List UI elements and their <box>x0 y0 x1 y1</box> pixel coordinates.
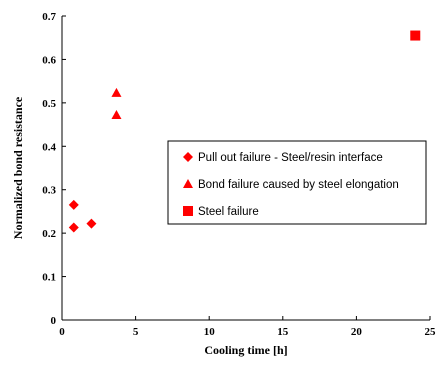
x-tick-label: 20 <box>351 326 363 338</box>
legend: Pull out failure - Steel/resin interface… <box>167 140 427 225</box>
legend-label: Pull out failure - Steel/resin interface <box>198 152 383 164</box>
x-tick-label: 25 <box>425 326 437 338</box>
y-tick-label: 0.7 <box>42 11 56 23</box>
y-tick-label: 0.3 <box>42 185 56 197</box>
y-tick-label: 0.4 <box>42 141 56 153</box>
legend-marker-triangle <box>183 179 193 188</box>
legend-marker-square <box>183 206 193 216</box>
y-tick-label: 0.2 <box>42 228 56 240</box>
y-tick-label: 0.6 <box>42 54 56 66</box>
data-point-square <box>410 30 421 41</box>
y-axis-title: Normalized bond resistance <box>11 96 25 239</box>
y-tick-label: 0 <box>51 315 57 327</box>
y-tick-label: 0.1 <box>42 272 56 284</box>
x-tick-label: 10 <box>204 326 216 338</box>
data-marks <box>68 30 421 233</box>
x-tick-label: 15 <box>277 326 289 338</box>
data-point-triangle <box>111 87 122 97</box>
x-tick-label: 5 <box>133 326 139 338</box>
y-tick-label: 0.5 <box>42 98 56 110</box>
axes: 0 0.1 0.2 0.3 0.4 0.5 0.6 0.7 0 5 10 15 20 25 <box>42 11 436 338</box>
x-axis-title: Cooling time [h] <box>204 343 287 357</box>
data-point-diamond <box>68 199 79 210</box>
data-point-diamond <box>86 218 97 229</box>
legend-marker-diamond <box>183 152 193 162</box>
legend-label: Bond failure caused by steel elongation <box>198 179 399 191</box>
legend-label: Steel failure <box>198 206 259 218</box>
x-tick-label: 0 <box>59 326 65 338</box>
data-point-diamond <box>68 222 79 233</box>
legend-box <box>167 140 427 225</box>
data-point-triangle <box>111 110 122 120</box>
